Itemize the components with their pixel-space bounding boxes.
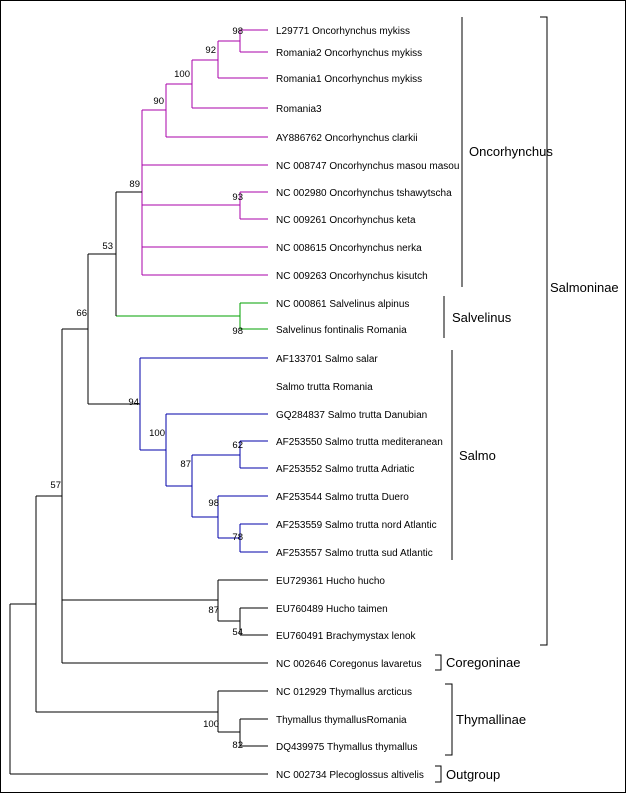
bootstrap-value: 78 xyxy=(232,532,243,543)
bootstrap-value: 100 xyxy=(174,69,190,80)
leaf-label: AF253557 Salmo trutta sud Atlantic xyxy=(276,548,433,559)
leaf-label: EU729361 Hucho hucho xyxy=(276,576,385,587)
bootstrap-value: 100 xyxy=(149,428,165,439)
leaf-label: NC 012929 Thymallus arcticus xyxy=(276,687,412,698)
bootstrap-value: 53 xyxy=(102,241,113,252)
leaf-label: Thymallus thymallusRomania xyxy=(276,715,407,726)
leaf-label: NC 002980 Oncorhynchus tshawytscha xyxy=(276,188,452,199)
bootstrap-values: 98 92 100 90 93 89 53 98 62 78 98 87 100… xyxy=(50,26,243,751)
leaf-label: EU760489 Hucho taimen xyxy=(276,604,388,615)
bootstrap-value: 100 xyxy=(203,719,219,730)
leaf-label: AF133701 Salmo salar xyxy=(276,354,378,365)
clade-label-salmo: Salmo xyxy=(459,448,496,463)
bootstrap-value: 98 xyxy=(208,498,219,509)
bootstrap-value: 62 xyxy=(232,440,243,451)
clade-label-thymallinae: Thymallinae xyxy=(456,712,526,727)
bootstrap-value: 66 xyxy=(76,308,87,319)
bootstrap-value: 94 xyxy=(128,397,139,408)
leaf-label: Romania1 Oncorhynchus mykiss xyxy=(276,74,422,85)
leaf-label: AF253559 Salmo trutta nord Atlantic xyxy=(276,520,437,531)
bootstrap-value: 93 xyxy=(232,192,243,203)
bootstrap-value: 57 xyxy=(50,480,61,491)
bootstrap-value: 90 xyxy=(153,96,164,107)
leaf-label: AF253544 Salmo trutta Duero xyxy=(276,492,409,503)
leaf-label: EU760491 Brachymystax lenok xyxy=(276,631,417,642)
leaf-label: AF253550 Salmo trutta mediteranean xyxy=(276,437,443,448)
leaf-label: Salvelinus fontinalis Romania xyxy=(276,325,407,336)
leaf-label: DQ439975 Thymallus thymallus xyxy=(276,742,418,753)
bootstrap-value: 87 xyxy=(208,605,219,616)
clade-bracket xyxy=(435,765,442,783)
bootstrap-value: 92 xyxy=(205,45,216,56)
clade-label-outgroup: Outgroup xyxy=(446,767,500,782)
leaf-labels: L29771 Oncorhynchus mykiss Romania2 Onco… xyxy=(276,26,459,781)
clade-label-coregoninae: Coregoninae xyxy=(446,655,520,670)
leaf-label: NC 009263 Oncorhynchus kisutch xyxy=(276,271,428,282)
bootstrap-value: 98 xyxy=(232,326,243,337)
clade-labels: Oncorhynchus Salvelinus Salmo Salmoninae… xyxy=(446,144,619,782)
clade-bracket xyxy=(435,654,442,671)
bootstrap-value: 87 xyxy=(180,459,191,470)
leaf-label: Salmo trutta Romania xyxy=(276,382,373,393)
leaf-label: L29771 Oncorhynchus mykiss xyxy=(276,26,410,37)
leaf-label: NC 000861 Salvelinus alpinus xyxy=(276,299,409,310)
leaf-label: AF253552 Salmo trutta Adriatic xyxy=(276,464,414,475)
leaf-label: NC 002646 Coregonus lavaretus xyxy=(276,659,422,670)
leaf-label: NC 008747 Oncorhynchus masou masou xyxy=(276,161,459,172)
bootstrap-value: 89 xyxy=(129,179,140,190)
clade-bracket xyxy=(445,683,453,756)
clade-label-oncorhynchus: Oncorhynchus xyxy=(469,144,553,159)
leaf-label: NC 008615 Oncorhynchus nerka xyxy=(276,243,422,254)
bootstrap-value: 54 xyxy=(232,627,243,638)
clade-brackets xyxy=(435,16,548,783)
tree-branches xyxy=(9,29,268,775)
bootstrap-value: 82 xyxy=(232,740,243,751)
leaf-label: GQ284837 Salmo trutta Danubian xyxy=(276,410,427,421)
leaf-label: NC 009261 Oncorhynchus keta xyxy=(276,215,416,226)
bootstrap-value: 98 xyxy=(232,26,243,37)
leaf-label: Romania2 Oncorhynchus mykiss xyxy=(276,48,422,59)
leaf-label: Romania3 xyxy=(276,104,322,115)
leaf-label: NC 002734 Plecoglossus altivelis xyxy=(276,770,424,781)
leaf-label: AY886762 Oncorhynchus clarkii xyxy=(276,133,418,144)
clade-label-salmoninae: Salmoninae xyxy=(550,280,619,295)
clade-bracket xyxy=(540,16,548,646)
clade-label-salvelinus: Salvelinus xyxy=(452,310,512,325)
